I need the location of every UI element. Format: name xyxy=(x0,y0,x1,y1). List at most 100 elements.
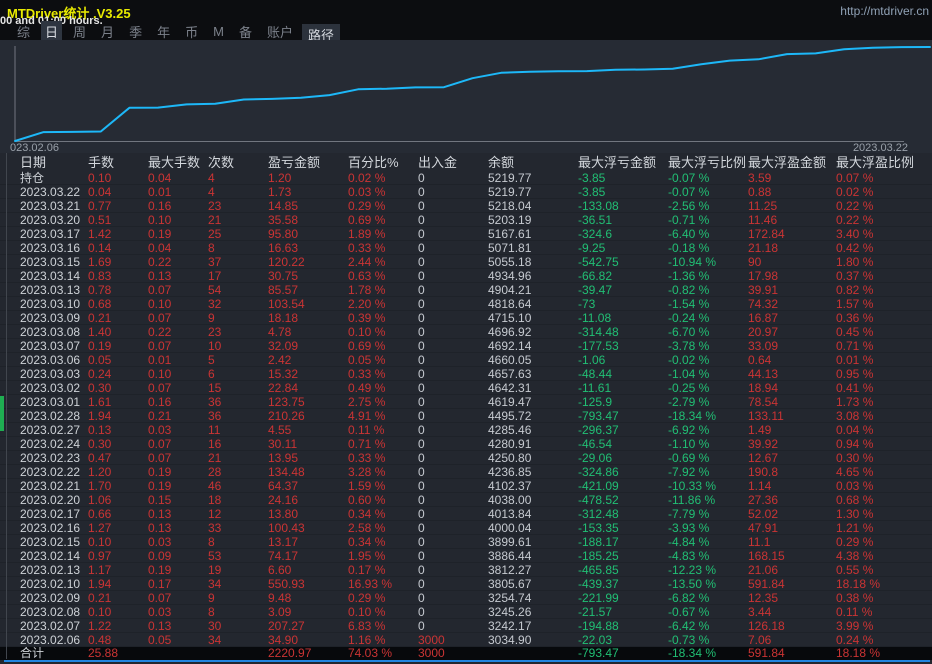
table-row[interactable]: 2023.03.03 0.24 0.10 6 15.32 0.33 % 0 4657.63 -4… xyxy=(0,367,932,381)
column-header: 次数 xyxy=(208,155,235,170)
cell: 4000.04 xyxy=(488,521,532,535)
cell: 22.84 xyxy=(268,381,299,395)
table-row[interactable]: 持仓 0.10 0.04 4 1.20 0.02 % 0 5219.77 -3.85 -0.07 … xyxy=(0,171,932,185)
tab-年[interactable]: 年 xyxy=(157,25,171,40)
cell: 0 xyxy=(418,255,425,269)
table-row[interactable]: 2023.03.06 0.05 0.01 5 2.42 0.05 % 0 4660.05 -1.… xyxy=(0,353,932,367)
cell: 25 xyxy=(208,227,222,241)
table-row[interactable]: 2023.03.20 0.51 0.10 21 35.58 0.69 % 0 5203.19 -… xyxy=(0,213,932,227)
cell: 0.04 % xyxy=(836,423,874,437)
cell: 4495.72 xyxy=(488,409,532,423)
cell: 4619.47 xyxy=(488,395,532,409)
column-header: 出入金 xyxy=(418,155,458,170)
column-header: 最大浮亏比例 xyxy=(668,155,747,170)
tab-月[interactable]: 月 xyxy=(101,25,115,40)
table-row[interactable]: 2023.03.02 0.30 0.07 15 22.84 0.49 % 0 4642.31 -… xyxy=(0,381,932,395)
cell: 74.32 xyxy=(748,297,779,311)
path-button[interactable]: 路径 xyxy=(302,24,341,45)
cell: 23 xyxy=(208,199,222,213)
table-row[interactable]: 2023.02.07 1.22 0.13 30 207.27 6.83 % 0 3242.17… xyxy=(0,619,932,633)
table-row[interactable]: 2023.03.10 0.68 0.10 32 103.54 2.20 % 0 4818.64… xyxy=(0,297,932,311)
cell: 0.19 xyxy=(148,563,172,577)
cell: 11.46 xyxy=(748,213,778,227)
cell: 0.02 % xyxy=(348,171,386,185)
table-row[interactable]: 2023.02.06 0.48 0.05 34 34.90 1.16 % 3000 3034.… xyxy=(0,633,932,647)
table-row[interactable]: 2023.03.17 1.42 0.19 25 95.80 1.89 % 0 5167.61 -… xyxy=(0,227,932,241)
cell: 0.17 % xyxy=(348,563,386,577)
table-row[interactable]: 2023.02.14 0.97 0.09 53 74.17 1.95 % 0 3886.44 -… xyxy=(0,549,932,563)
cell: -0.71 % xyxy=(668,213,710,227)
cell: -542.75 xyxy=(578,255,619,269)
cell: 0.71 % xyxy=(836,339,874,353)
table-row[interactable]: 2023.02.27 0.13 0.03 11 4.55 0.11 % 0 4285.46 -2… xyxy=(0,423,932,437)
table-row[interactable]: 2023.03.16 0.14 0.04 8 16.63 0.33 % 0 5071.81 -9… xyxy=(0,241,932,255)
table-row[interactable]: 2023.02.20 1.06 0.15 18 24.16 0.60 % 0 4038.00 -… xyxy=(0,493,932,507)
table-row[interactable]: 2023.03.21 0.77 0.16 23 14.85 0.29 % 0 5218.04 -… xyxy=(0,199,932,213)
cell: -2.79 % xyxy=(668,395,710,409)
cell: 0.02 % xyxy=(836,185,874,199)
cell: 34 xyxy=(208,633,222,647)
cell: 11 xyxy=(208,423,221,437)
cell: 0.94 % xyxy=(836,437,874,451)
table-row[interactable]: 2023.02.16 1.27 0.13 33 100.43 2.58 % 0 4000.04… xyxy=(0,521,932,535)
cell: 0.29 % xyxy=(348,591,386,605)
table-row[interactable]: 2023.02.13 1.17 0.19 19 6.60 0.17 % 0 3812.27 -4… xyxy=(0,563,932,577)
table-row[interactable]: 2023.02.10 1.94 0.17 34 550.93 16.93 % 0 3805.6… xyxy=(0,577,932,591)
tab-周[interactable]: 周 xyxy=(73,25,87,40)
cell: 1.22 xyxy=(88,619,112,633)
cell: -194.88 xyxy=(578,619,619,633)
title-bar: MTDriver统计 ,V3.25 00 and 01:00 hours. ht… xyxy=(0,0,932,45)
cell: -7.79 % xyxy=(668,507,710,521)
tab-M[interactable]: M xyxy=(213,24,224,39)
cell: 0.29 % xyxy=(348,199,386,213)
cell: 4934.96 xyxy=(488,269,532,283)
tab-账户[interactable]: 账户 xyxy=(266,25,293,40)
tab-综[interactable]: 综 xyxy=(17,25,31,40)
tab-季[interactable]: 季 xyxy=(129,25,143,40)
table-total-row[interactable]: 合计 25.88 2220.97 74.03 % 3000 -793.47 -18.34 %… xyxy=(0,647,932,660)
cell: 0.10 xyxy=(88,171,112,185)
cell: -0.82 % xyxy=(668,283,710,297)
table-row[interactable]: 2023.03.14 0.83 0.13 17 30.75 0.63 % 0 4934.96 -… xyxy=(0,269,932,283)
table-row[interactable]: 2023.03.09 0.21 0.07 9 18.18 0.39 % 0 4715.10 -1… xyxy=(0,311,932,325)
column-header: 日期 xyxy=(20,155,47,170)
cell: 3.44 xyxy=(748,605,772,619)
cell: 4692.14 xyxy=(488,339,532,353)
table-row[interactable]: 2023.02.09 0.21 0.07 9 9.48 0.29 % 0 3254.74 -22… xyxy=(0,591,932,605)
tab-币[interactable]: 币 xyxy=(185,25,199,40)
cell: 1.57 % xyxy=(836,297,874,311)
tab-备[interactable]: 备 xyxy=(238,25,252,40)
table-row[interactable]: 2023.02.22 1.20 0.19 28 134.48 3.28 % 0 4236.85… xyxy=(0,465,932,479)
cell: 0.04 xyxy=(148,171,172,185)
table-row[interactable]: 2023.03.22 0.04 0.01 4 1.73 0.03 % 0 5219.77 -3.… xyxy=(0,185,932,199)
cell: 103.54 xyxy=(268,297,305,311)
cell: -478.52 xyxy=(578,493,619,507)
cell: 3000 xyxy=(418,647,445,660)
cell: 3899.61 xyxy=(488,535,532,549)
cell: 2.20 % xyxy=(348,297,386,311)
table-row[interactable]: 2023.03.07 0.19 0.07 10 32.09 0.69 % 0 4692.14 -… xyxy=(0,339,932,353)
tab-日[interactable]: 日 xyxy=(41,21,63,42)
cell: 4038.00 xyxy=(488,493,532,507)
table-row[interactable]: 2023.03.08 1.40 0.22 23 4.78 0.10 % 0 4696.92 -3… xyxy=(0,325,932,339)
table-row[interactable]: 2023.02.15 0.10 0.03 8 13.17 0.34 % 0 3899.61 -1… xyxy=(0,535,932,549)
cell: 0 xyxy=(418,619,425,633)
cell: -125.9 xyxy=(578,395,613,409)
table-row[interactable]: 2023.02.21 1.70 0.19 46 64.37 1.59 % 0 4102.37 -… xyxy=(0,479,932,493)
table-row[interactable]: 2023.02.24 0.30 0.07 16 30.11 0.71 % 0 4280.91 -… xyxy=(0,437,932,451)
cell: 0.03 xyxy=(148,535,172,549)
table-row[interactable]: 2023.03.01 1.61 0.16 36 123.75 2.75 % 0 4619.47… xyxy=(0,395,932,409)
cell: 11.25 xyxy=(748,199,778,213)
left-scrollbar-thumb[interactable] xyxy=(0,396,4,431)
cell: 8 xyxy=(208,535,215,549)
table-row[interactable]: 2023.02.17 0.66 0.13 12 13.80 0.34 % 0 4013.84 -… xyxy=(0,507,932,521)
cell: -9.25 xyxy=(578,241,606,255)
table-row[interactable]: 2023.02.23 0.47 0.07 21 13.95 0.33 % 0 4250.80 -… xyxy=(0,451,932,465)
table-row[interactable]: 2023.02.08 0.10 0.03 8 3.09 0.10 % 0 3245.26 -21… xyxy=(0,605,932,619)
table-row[interactable]: 2023.03.15 1.69 0.22 37 120.22 2.44 % 0 5055.18… xyxy=(0,255,932,269)
table-row[interactable]: 2023.02.28 1.94 0.21 36 210.26 4.91 % 0 4495.72… xyxy=(0,409,932,423)
cell: 550.93 xyxy=(268,577,305,591)
cell: 3254.74 xyxy=(488,591,532,605)
cell: 2023.03.01 xyxy=(20,395,81,409)
table-row[interactable]: 2023.03.13 0.78 0.07 54 85.57 1.78 % 0 4904.21 -… xyxy=(0,283,932,297)
